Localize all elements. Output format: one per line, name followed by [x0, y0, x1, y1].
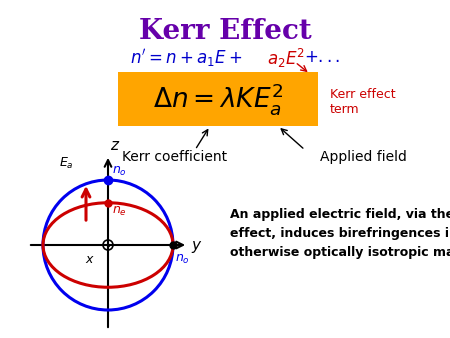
Text: Kerr coefficient: Kerr coefficient — [122, 150, 228, 164]
Text: $n_o$: $n_o$ — [175, 253, 190, 266]
Text: An applied electric field, via the  Kerr
effect, induces birefringences in an
ot: An applied electric field, via the Kerr … — [230, 208, 450, 259]
Text: $x$: $x$ — [85, 253, 95, 266]
Text: Kerr effect
term: Kerr effect term — [330, 88, 396, 116]
Text: $n_e$: $n_e$ — [112, 205, 127, 218]
Text: $y$: $y$ — [191, 239, 202, 255]
Text: $\Delta n = \lambda K E_a^2$: $\Delta n = \lambda K E_a^2$ — [153, 81, 284, 117]
Bar — [118, 72, 318, 126]
Text: $E_a$: $E_a$ — [58, 156, 73, 171]
Text: $n' = n + a_1E + $: $n' = n + a_1E + $ — [130, 47, 243, 69]
Text: $a_2E^2$: $a_2E^2$ — [267, 46, 305, 70]
Text: $n_o$: $n_o$ — [112, 165, 127, 178]
Text: $z$: $z$ — [110, 139, 120, 153]
Text: Kerr Effect: Kerr Effect — [139, 18, 311, 45]
Text: Applied field: Applied field — [320, 150, 407, 164]
Text: $ + ...$: $ + ...$ — [304, 49, 341, 67]
